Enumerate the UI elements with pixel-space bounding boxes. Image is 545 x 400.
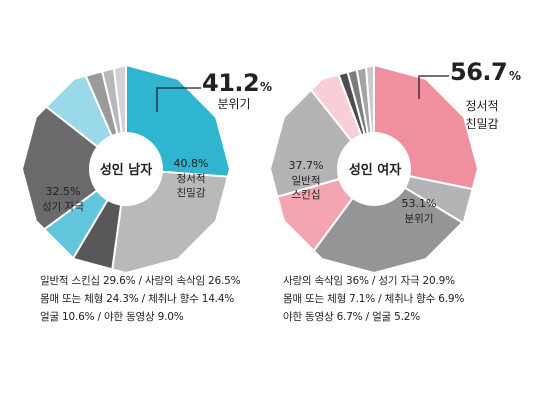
- male-notes: 일반적 스킨십 29.6% / 사랑의 속삭임 26.5% 몸매 또는 체형 2…: [40, 272, 241, 326]
- male-center-hole: [89, 132, 163, 206]
- male-note-line: 얼굴 10.6% / 야한 동영상 9.0%: [40, 311, 184, 323]
- female-top-unit: %: [509, 69, 521, 83]
- female-center-title: 성인 여자: [349, 162, 401, 178]
- male-slice5-value: 32.5%: [46, 185, 81, 198]
- male-slice2-line2: 친밀감: [177, 187, 206, 199]
- male-center-title: 성인 남자: [100, 162, 152, 178]
- female-slice5-value: 37.7%: [289, 159, 324, 172]
- female-slice3-line1: 분위기: [405, 212, 434, 225]
- female-callout-line: [418, 75, 449, 99]
- male-callout-line: [156, 87, 201, 112]
- male-top-value: 41.2: [202, 69, 259, 97]
- female-note-line: 야한 동영상 6.7% / 얼굴 5.2%: [283, 311, 420, 323]
- female-center-hole: [337, 132, 411, 206]
- female-top-name-2: 친밀감: [465, 117, 498, 131]
- male-note-line: 일반적 스킨십 29.6% / 사랑의 속삭임 26.5%: [40, 275, 241, 287]
- female-note-line: 몸매 또는 체형 7.1% / 체취나 향수 6.9%: [283, 293, 465, 305]
- female-slice5-line1: 일반적: [292, 174, 321, 187]
- male-top-name: 분위기: [217, 97, 250, 111]
- female-notes: 사랑의 속삭임 36% / 성기 자극 20.9% 몸매 또는 체형 7.1% …: [283, 272, 464, 326]
- female-top-value: 56.7: [450, 58, 507, 86]
- female-slice5-line2: 스킨십: [292, 189, 321, 201]
- female-note-line: 사랑의 속삭임 36% / 성기 자극 20.9%: [283, 275, 455, 287]
- male-slice2-line1: 정서적: [177, 173, 206, 185]
- male-slice2-value: 40.8%: [174, 157, 209, 170]
- donut-chart-female: [268, 63, 480, 275]
- male-slice5-line1: 성기 자극: [42, 201, 84, 213]
- donut-chart-male: [20, 63, 232, 275]
- female-top-name-1: 정서적: [465, 99, 498, 113]
- male-note-line: 몸매 또는 체형 24.3% / 체취나 향수 14.4%: [40, 293, 235, 305]
- female-slice3-value: 53.1%: [402, 197, 437, 210]
- male-top-unit: %: [260, 80, 272, 94]
